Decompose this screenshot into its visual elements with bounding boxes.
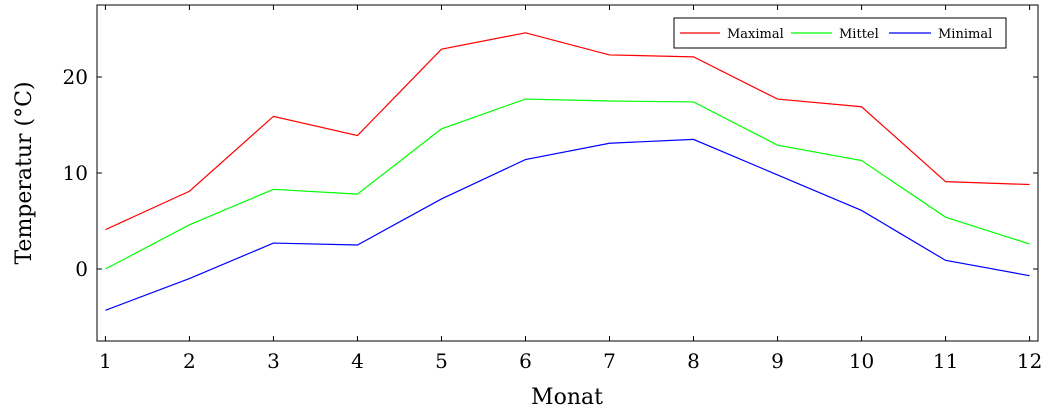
x-axis-label: Monat [531, 385, 603, 410]
legend-label-minimal: Minimal [938, 27, 992, 42]
series-line-minimal [105, 138, 1030, 311]
x-tick-label: 2 [183, 349, 196, 373]
x-tick-label: 11 [933, 349, 958, 373]
x-tick-label: 9 [771, 349, 784, 373]
y-tick-label: 20 [63, 65, 88, 89]
x-tick-label: 3 [267, 349, 280, 373]
series-line-maximal [105, 32, 1030, 231]
legend: Maximal Mittel Minimal [673, 17, 1007, 49]
legend-box [673, 17, 1007, 49]
x-tick-label: 4 [351, 349, 364, 373]
x-tick-label: 7 [603, 349, 616, 373]
x-tick-label: 10 [849, 349, 874, 373]
y-tick-label: 0 [75, 257, 88, 281]
x-tick-label: 8 [687, 349, 700, 373]
series-line-mittel [105, 98, 1030, 270]
plot-frame [96, 4, 1039, 342]
x-tick-label: 1 [99, 349, 112, 373]
legend-label-mittel: Mittel [839, 27, 879, 42]
x-tick-label: 6 [519, 349, 532, 373]
x-tick-label: 5 [435, 349, 448, 373]
legend-label-maximal: Maximal [727, 27, 784, 42]
x-tick-label: 12 [1017, 349, 1042, 373]
y-axis-label: Temperatur (°C) [12, 81, 37, 264]
data-series [105, 32, 1030, 311]
y-tick-label: 10 [63, 161, 88, 185]
